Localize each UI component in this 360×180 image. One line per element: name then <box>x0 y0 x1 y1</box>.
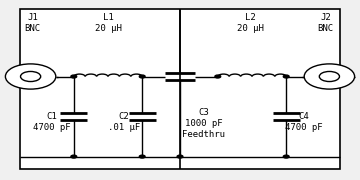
Circle shape <box>139 155 145 158</box>
Text: J2
BNC: J2 BNC <box>318 13 334 33</box>
Bar <box>20 9 340 169</box>
Circle shape <box>5 64 56 89</box>
Circle shape <box>319 71 339 82</box>
Circle shape <box>21 71 41 82</box>
Circle shape <box>71 155 77 158</box>
Circle shape <box>283 155 289 158</box>
Text: C4
4700 pF: C4 4700 pF <box>285 112 323 132</box>
Text: C2
.01 μF: C2 .01 μF <box>108 112 140 132</box>
Text: C3
1000 pF
Feedthru: C3 1000 pF Feedthru <box>182 108 225 139</box>
Circle shape <box>177 155 183 158</box>
Text: L1
20 μH: L1 20 μH <box>95 13 121 33</box>
Circle shape <box>71 75 77 78</box>
Text: J1
BNC: J1 BNC <box>24 13 40 33</box>
Circle shape <box>283 75 289 78</box>
Text: C1
4700 pF: C1 4700 pF <box>33 112 71 132</box>
Text: L2
20 μH: L2 20 μH <box>237 13 264 33</box>
Circle shape <box>215 75 221 78</box>
Circle shape <box>139 75 145 78</box>
Circle shape <box>304 64 355 89</box>
